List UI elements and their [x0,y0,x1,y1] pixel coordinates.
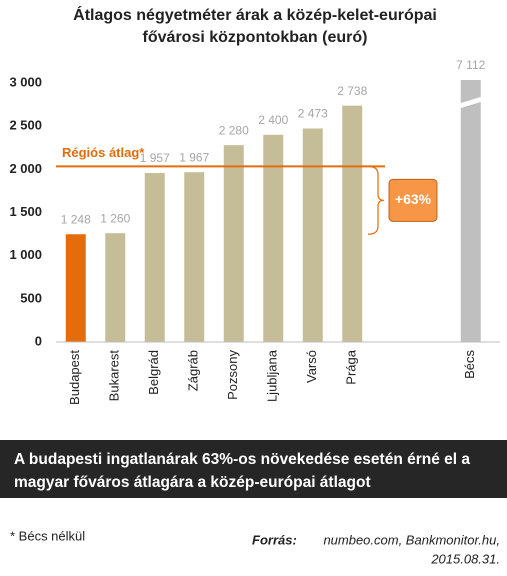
value-label: 1 260 [100,211,130,225]
x-tick-label: Ljubljana [265,349,280,402]
bar [342,105,363,343]
x-tick-label: Budapest [67,350,82,405]
value-label: 1 248 [61,212,91,226]
chart-title: Átlagos négyetméter árak a közép-kelet-e… [73,5,437,24]
y-tick-label: 0 [35,333,42,348]
bar [460,80,481,343]
bar [263,134,284,342]
value-label: 1 957 [140,151,170,165]
chart-title: fővárosi központokban (euró) [143,29,368,46]
axis-break [457,96,484,109]
bar [223,145,244,342]
bar [184,172,205,342]
x-tick-label: Bécs [462,350,477,379]
bar [144,173,165,342]
footnote: * Bécs nélkül [10,528,85,543]
y-tick-label: 1 000 [9,247,42,262]
banner [0,440,507,498]
x-tick-label: Bukarest [107,350,122,402]
y-tick-label: 2 000 [9,161,42,176]
value-label: 2 473 [298,107,328,121]
value-label: 2 280 [219,123,249,137]
y-tick-label: 500 [20,290,42,305]
x-tick-label: Pozsony [225,350,240,400]
annotation: +63% [395,191,432,207]
x-tick-label: Zágráb [186,350,201,391]
x-tick-label: Prága [344,349,359,384]
y-tick-label: 1 500 [9,204,42,219]
source-text: numbeo.com, Bankmonitor.hu, [323,532,500,547]
average-label: Régiós átlag* [62,145,145,160]
x-tick-label: Varsó [304,350,319,383]
bracket [367,165,385,235]
annotation-box [388,178,438,222]
banner-text: A budapesti ingatlanárak 63%-os növekedé… [14,451,470,468]
banner-text: magyar főváros átlagára a közép-európai … [14,474,371,491]
bars [65,80,481,343]
value-label: 2 400 [258,113,288,127]
bar [65,234,86,342]
bar [105,233,126,342]
x-tick-label: Belgrád [146,350,161,395]
source-text: 2015.08.31. [430,551,500,566]
value-label: 7 112 [456,58,485,72]
value-label: 1 967 [179,150,209,164]
y-tick-label: 3 000 [9,74,42,89]
y-tick-label: 2 500 [9,118,42,133]
value-label: 2 738 [337,84,367,98]
plot: 0 500 1 000 1 500 2 000 2 500 3 000 Budapest 1 2… [9,58,500,405]
bar [302,128,323,342]
source-label: Forrás: [252,532,297,547]
